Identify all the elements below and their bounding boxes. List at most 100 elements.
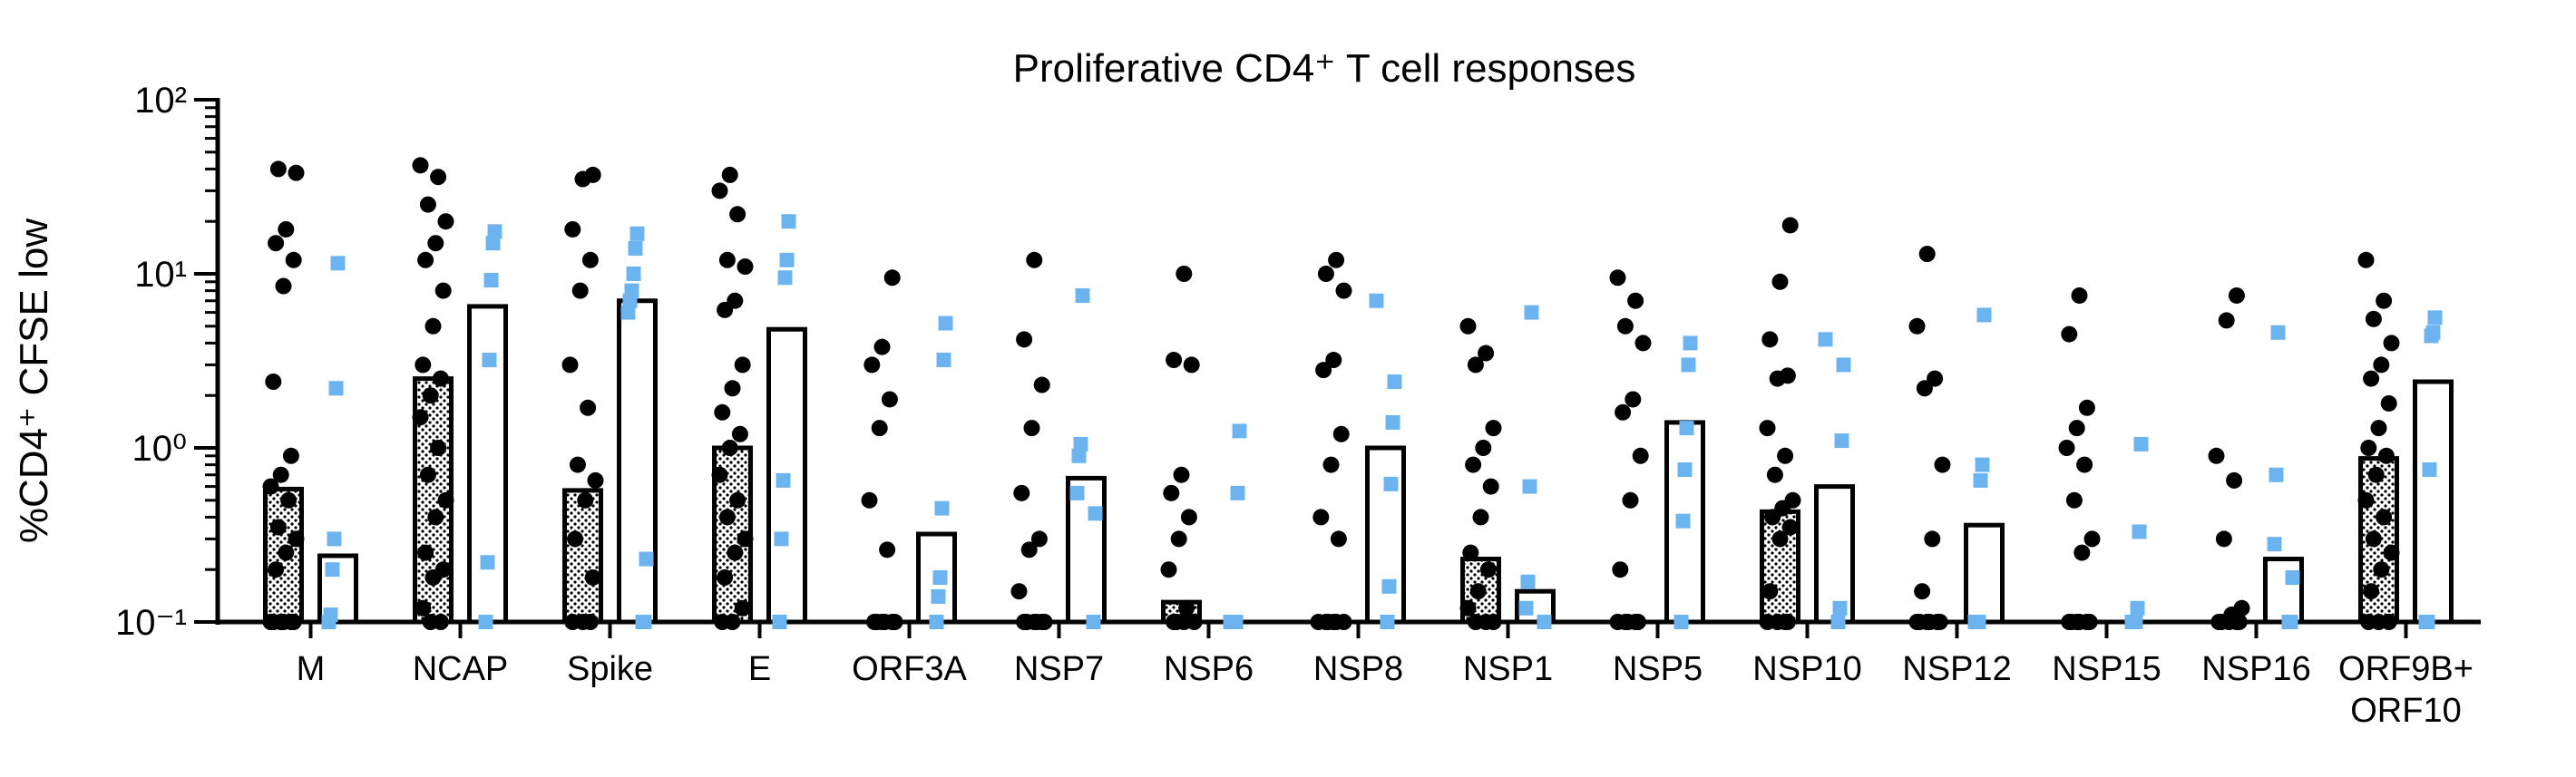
point-group1 bbox=[1918, 246, 1936, 263]
point-group1 bbox=[581, 251, 599, 268]
point-group1 bbox=[1026, 251, 1043, 268]
point-group2 bbox=[629, 226, 645, 241]
point-group2 bbox=[777, 270, 793, 286]
x-tick-label: NSP7 bbox=[1014, 650, 1104, 688]
point-group2 bbox=[485, 236, 501, 251]
point-group1 bbox=[275, 277, 292, 295]
point-group1 bbox=[879, 541, 896, 558]
point-group1 bbox=[2081, 614, 2098, 630]
point-group1 bbox=[1472, 509, 1489, 526]
point-group1 bbox=[1761, 331, 1779, 348]
point-group2 bbox=[2270, 325, 2286, 340]
bar-group2 bbox=[1964, 522, 2005, 625]
point-group1 bbox=[1462, 544, 1479, 561]
point-group2 bbox=[2285, 569, 2300, 585]
point-group1 bbox=[727, 292, 744, 309]
point-group2 bbox=[1976, 307, 1992, 323]
point-group1 bbox=[415, 599, 432, 617]
point-group2 bbox=[328, 381, 344, 396]
point-group1 bbox=[1173, 466, 1190, 483]
point-group1 bbox=[868, 614, 885, 630]
point-group1 bbox=[2226, 471, 2243, 489]
point-group1 bbox=[1779, 614, 1796, 630]
point-group1 bbox=[2377, 447, 2395, 464]
point-group1 bbox=[1020, 541, 1038, 558]
point-group2 bbox=[2128, 615, 2143, 629]
point-group1 bbox=[285, 614, 302, 630]
point-group1 bbox=[412, 157, 429, 174]
point-group1 bbox=[1781, 217, 1799, 234]
point-group1 bbox=[1914, 583, 1931, 600]
x-tick-label: NSP5 bbox=[1613, 650, 1703, 688]
point-group1 bbox=[288, 164, 305, 181]
point-group2 bbox=[1088, 506, 1103, 521]
point-group1 bbox=[265, 373, 282, 390]
point-group1 bbox=[285, 251, 302, 268]
point-group2 bbox=[1522, 479, 1537, 494]
point-group1 bbox=[718, 509, 736, 526]
point-group2 bbox=[1086, 615, 1101, 629]
point-group2 bbox=[779, 252, 795, 267]
point-group1 bbox=[1166, 352, 1183, 369]
point-group1 bbox=[1178, 599, 1195, 617]
point-group1 bbox=[432, 614, 449, 630]
point-group1 bbox=[2076, 456, 2093, 473]
point-group2 bbox=[1975, 457, 1990, 472]
point-group1 bbox=[417, 251, 434, 268]
point-group2 bbox=[1071, 448, 1087, 463]
point-group1 bbox=[288, 530, 305, 548]
point-group2 bbox=[1524, 305, 1539, 320]
point-group2 bbox=[323, 607, 338, 623]
point-group1 bbox=[1482, 478, 1499, 495]
point-group1 bbox=[2383, 335, 2400, 352]
point-group1 bbox=[1475, 440, 1492, 456]
point-group1 bbox=[886, 614, 903, 630]
point-group2 bbox=[938, 316, 953, 331]
point-group1 bbox=[2360, 440, 2377, 456]
point-group1 bbox=[278, 544, 295, 561]
point-group1 bbox=[1784, 491, 1801, 509]
point-group2 bbox=[2267, 537, 2282, 552]
point-group1 bbox=[2083, 530, 2101, 548]
point-group1 bbox=[430, 169, 447, 186]
point-group2 bbox=[330, 256, 346, 271]
point-group2 bbox=[1834, 433, 1849, 449]
x-tick-label: E bbox=[748, 650, 771, 688]
point-group1 bbox=[861, 491, 878, 509]
point-group1 bbox=[2228, 287, 2245, 304]
point-group1 bbox=[1330, 530, 1347, 548]
point-group1 bbox=[1325, 352, 1342, 369]
point-group1 bbox=[1332, 425, 1350, 442]
point-group2 bbox=[2132, 524, 2147, 539]
point-group1 bbox=[437, 213, 454, 230]
x-tick-label: NSP6 bbox=[1164, 650, 1254, 688]
point-group2 bbox=[620, 305, 636, 320]
point-group2 bbox=[1537, 615, 1552, 629]
chart-marks bbox=[262, 157, 2454, 630]
point-group1 bbox=[269, 160, 287, 178]
point-group1 bbox=[2365, 310, 2382, 327]
point-group1 bbox=[2064, 614, 2081, 630]
point-group2 bbox=[1673, 615, 1689, 629]
point-group1 bbox=[734, 599, 751, 617]
point-group2 bbox=[628, 240, 643, 256]
point-group1 bbox=[574, 614, 591, 630]
point-group2 bbox=[1683, 335, 1698, 351]
point-group1 bbox=[437, 491, 454, 509]
point-group2 bbox=[931, 588, 946, 604]
point-group1 bbox=[2078, 399, 2095, 416]
point-group1 bbox=[432, 370, 449, 387]
point-group1 bbox=[415, 356, 432, 374]
point-group1 bbox=[1163, 484, 1180, 501]
point-group1 bbox=[417, 544, 434, 561]
x-tick-label: NCAP bbox=[413, 650, 509, 688]
point-group1 bbox=[1320, 614, 1337, 630]
point-group1 bbox=[272, 466, 289, 483]
point-group1 bbox=[1485, 420, 1502, 437]
point-group1 bbox=[2367, 466, 2385, 483]
point-group1 bbox=[268, 561, 285, 578]
point-group1 bbox=[430, 440, 447, 456]
point-group2 bbox=[1830, 615, 1846, 629]
point-group1 bbox=[282, 447, 299, 464]
point-group2 bbox=[2427, 310, 2443, 325]
